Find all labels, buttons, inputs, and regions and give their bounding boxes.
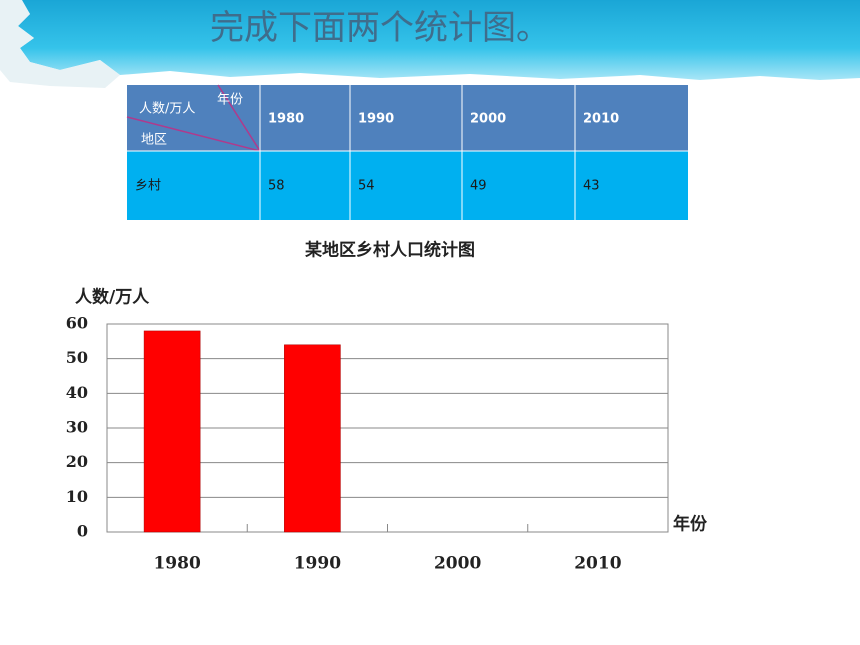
- bar: [143, 330, 201, 533]
- data-row: [127, 151, 688, 220]
- corner-label: 地区: [141, 133, 167, 148]
- y-tick-label: 40: [66, 383, 88, 402]
- y-tick-label: 50: [66, 348, 88, 367]
- header-row: [127, 85, 688, 151]
- x-axis-label: 年份: [673, 514, 708, 535]
- diagonal: [126, 116, 261, 152]
- y-tick-label: 60: [66, 314, 88, 333]
- corner-label: 人数/万人: [139, 102, 195, 117]
- header-cell: 2000: [470, 112, 506, 127]
- diagonal: [217, 84, 261, 152]
- table-cell: 54: [358, 179, 375, 194]
- header-cell: 2010: [583, 112, 619, 127]
- chart-title: 某地区乡村人口统计图: [305, 240, 475, 261]
- bar: [284, 344, 341, 533]
- header-cell: 1980: [268, 112, 304, 127]
- table-cell: 58: [268, 179, 285, 194]
- x-tick-label: 2010: [574, 554, 621, 574]
- banner-edge: [0, 0, 120, 88]
- slide-title: 完成下面两个统计图。: [210, 8, 550, 48]
- banner: [18, 0, 860, 80]
- y-axis-label: 人数/万人: [75, 287, 150, 308]
- x-tick-label: 1980: [153, 554, 200, 574]
- table-cell: 49: [470, 179, 487, 194]
- corner-label: 年份: [217, 93, 243, 108]
- y-tick-label: 0: [77, 522, 88, 541]
- y-tick-label: 10: [66, 487, 88, 506]
- y-tick-label: 30: [66, 418, 88, 437]
- table-cell: 乡村: [135, 179, 161, 194]
- x-tick-label: 1990: [294, 554, 341, 574]
- table: 年份 人数/万人 地区: [126, 84, 688, 220]
- y-tick-label: 20: [66, 452, 88, 471]
- x-tick-label: 2000: [434, 554, 481, 574]
- table-cell: 43: [583, 179, 600, 194]
- header-cell: 1990: [358, 112, 394, 127]
